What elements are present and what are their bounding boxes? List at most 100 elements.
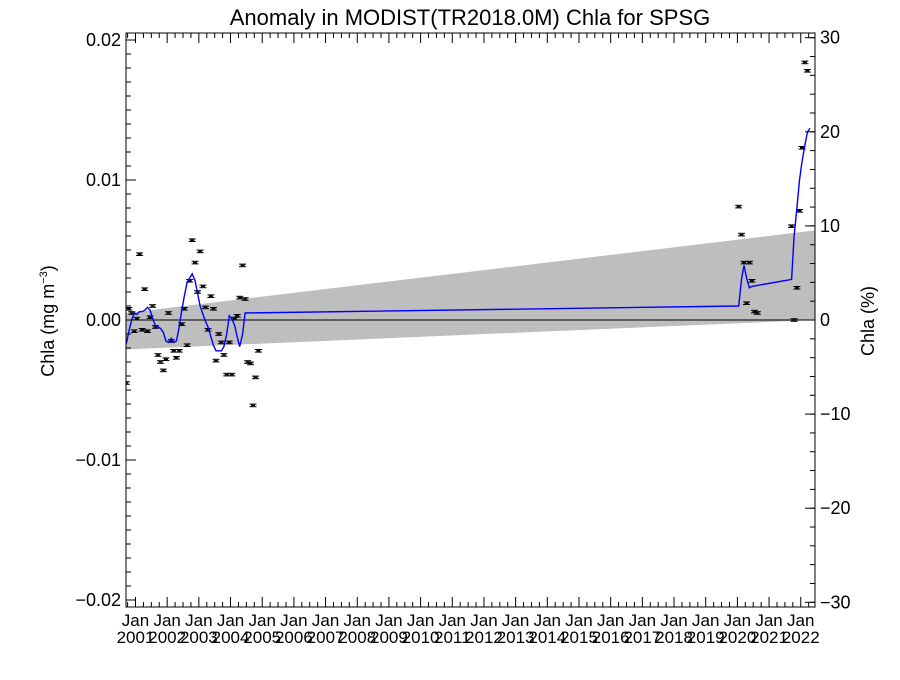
x-tick-label-month: Jan: [122, 611, 149, 630]
x-tick-label-year: 2010: [402, 628, 440, 647]
x-tick-label-year: 2013: [497, 628, 535, 647]
trend-confidence-band: [126, 230, 815, 350]
x-tick-label-year: 2011: [434, 628, 471, 647]
x-tick-label-month: Jan: [312, 611, 339, 630]
x-tick-label-month: Jan: [375, 611, 402, 630]
data-point: [202, 305, 210, 310]
data-point: [790, 318, 798, 322]
x-tick-label-year: 2016: [592, 628, 630, 647]
x-tick-label-month: Jan: [344, 611, 371, 630]
x-tick-label-year: 2006: [275, 628, 313, 647]
x-tick-label-year: 2017: [623, 628, 661, 647]
x-tick-label-month: Jan: [692, 611, 719, 630]
data-point: [209, 307, 217, 311]
data-point: [788, 224, 796, 228]
x-tick-label-month: Jan: [217, 611, 244, 630]
data-point: [254, 349, 262, 353]
data-point: [157, 360, 165, 364]
x-tick-label-month: Jan: [407, 611, 434, 630]
y2-tick-label: 20: [820, 122, 840, 142]
data-point: [748, 279, 756, 283]
plot-area: [126, 33, 815, 408]
x-tick-label-month: Jan: [534, 611, 561, 630]
data-point: [141, 287, 149, 291]
x-tick-label-month: Jan: [755, 611, 782, 630]
data-point: [136, 252, 144, 256]
x-tick-label-month: Jan: [249, 611, 276, 630]
x-tick-label-year: 2005: [243, 628, 281, 647]
data-point: [175, 349, 183, 353]
data-point: [149, 304, 157, 308]
x-tick-label-year: 2012: [465, 628, 503, 647]
left-axis-label: Chla (mg m−3): [38, 265, 58, 377]
data-point: [215, 332, 223, 336]
x-tick-label-year: 2018: [655, 628, 693, 647]
data-point: [130, 329, 138, 333]
y2-tick-label: −10: [820, 404, 851, 424]
data-point: [228, 372, 236, 377]
y2-tick-label: −30: [820, 592, 851, 612]
axes: −0.02 −0.01 0.00 0.01 0.02 −30 −20 −10 0 10 20 30 Ja…: [75, 28, 850, 647]
x-tick-label-year: 2002: [148, 628, 186, 647]
x-tick-label-year: 2022: [782, 628, 820, 647]
x-tick-label-month: Jan: [597, 611, 624, 630]
data-point: [183, 343, 191, 347]
y-tick-label: 0.02: [86, 30, 121, 50]
data-point: [803, 69, 811, 73]
data-point: [743, 301, 751, 305]
x-tick-label-month: Jan: [153, 611, 180, 630]
data-point: [793, 286, 801, 290]
data-point: [172, 356, 180, 360]
data-point: [162, 357, 170, 361]
x-tick-label-month: Jan: [502, 611, 529, 630]
running-mean-line: [126, 127, 811, 352]
data-point: [126, 307, 133, 311]
data-point: [191, 260, 199, 265]
x-tick-label-month: Jan: [439, 611, 466, 630]
y2-tick-label: −20: [820, 498, 851, 518]
y2-tick-label: 10: [820, 216, 840, 236]
x-tick-label-year: 2009: [370, 628, 408, 647]
data-point: [217, 340, 225, 345]
data-point: [735, 204, 743, 209]
x-tick-label-month: Jan: [660, 611, 687, 630]
data-point: [207, 294, 215, 298]
data-point: [241, 297, 249, 301]
x-tick-label-month: Jan: [280, 611, 307, 630]
data-point: [246, 361, 254, 366]
x-tick-label-month: Jan: [724, 611, 751, 630]
data-point: [236, 295, 244, 300]
x-tick-label-year: 2004: [212, 628, 250, 647]
y-tick-label: −0.02: [75, 590, 121, 610]
data-point: [196, 249, 204, 254]
plot-content: [126, 33, 815, 408]
data-point: [154, 353, 162, 357]
data-point: [753, 311, 761, 315]
data-point: [144, 329, 152, 333]
data-point: [801, 60, 809, 65]
x-tick-label-year: 2001: [117, 628, 155, 647]
y2-tick-label: 30: [820, 28, 840, 48]
x-tick-label-month: Jan: [470, 611, 497, 630]
x-tick-label-month: Jan: [185, 611, 212, 630]
data-point: [745, 260, 753, 265]
x-tick-label-year: 2003: [180, 628, 218, 647]
data-point: [159, 368, 167, 373]
x-tick-label-month: Jan: [629, 611, 656, 630]
y2-tick-label: 0: [820, 310, 830, 330]
data-point: [188, 238, 196, 242]
data-point: [252, 375, 260, 380]
y-tick-label: 0.00: [86, 310, 121, 330]
x-tick-label-year: 2008: [338, 628, 376, 647]
chart-title: Anomaly in MODIST(TR2018.0M) Chla for SP…: [230, 5, 710, 30]
x-tick-label-year: 2007: [307, 628, 345, 647]
x-tick-label-year: 2019: [687, 628, 725, 647]
data-point: [225, 340, 233, 345]
data-point: [212, 358, 220, 363]
x-tick-label-month: Jan: [787, 611, 814, 630]
x-tick-label-year: 2021: [750, 628, 788, 647]
data-point: [138, 328, 146, 332]
x-tick-label-year: 2015: [560, 628, 598, 647]
